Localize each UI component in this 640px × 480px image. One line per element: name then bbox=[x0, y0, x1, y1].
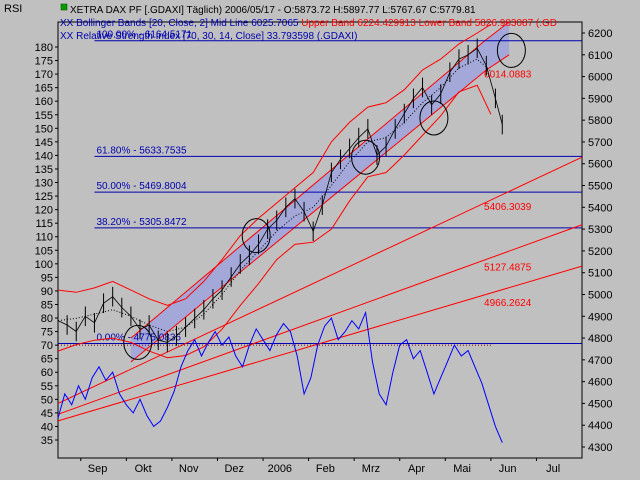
rsi-tick-label-28: 40 bbox=[41, 421, 53, 433]
rsi-tick-label-11: 125 bbox=[35, 191, 53, 203]
price-tick-label-0: 6200 bbox=[588, 28, 612, 40]
price-tick-label-13: 4900 bbox=[588, 311, 612, 323]
price-tick-label-14: 4800 bbox=[588, 333, 612, 345]
price-tick-label-1: 6100 bbox=[588, 50, 612, 62]
header-line-2-red: Upper Band 6224.429913 Lower Band 5826.9… bbox=[301, 18, 557, 29]
price-tick-label-7: 5500 bbox=[588, 181, 612, 193]
rsi-tick-label-8: 140 bbox=[35, 150, 53, 162]
header-line-1: XETRA DAX PF [.GDAXI] Täglich) 2006/05/1… bbox=[70, 5, 476, 16]
price-tick-label-17: 4500 bbox=[588, 398, 612, 410]
header-line-2: XX Bollinger Bands [20, Close, 2] Mid Li… bbox=[60, 18, 557, 29]
highlight-circle-1 bbox=[241, 218, 271, 254]
rsi-line bbox=[57, 310, 503, 443]
price-tick-label-8: 5400 bbox=[588, 202, 612, 214]
chart-header: XETRA DAX PF [.GDAXI] Täglich) 2006/05/1… bbox=[60, 3, 557, 42]
plot-frame bbox=[57, 21, 583, 459]
rsi-tick-label-23: 65 bbox=[41, 354, 53, 366]
rsi-tick-label-16: 100 bbox=[35, 259, 53, 271]
time-tick-label-3: Dez bbox=[224, 463, 244, 475]
rsi-tick-label-3: 165 bbox=[35, 83, 53, 95]
rsi-tick-label-1: 175 bbox=[35, 56, 53, 68]
price-tick-label-2: 6000 bbox=[588, 72, 612, 84]
time-tick-label-4: 2006 bbox=[268, 463, 292, 475]
price-tick-label-4: 5800 bbox=[588, 115, 612, 127]
fibonacci-label-0: 100.00% - 6164.5171 bbox=[96, 30, 192, 41]
trendline-1 bbox=[57, 224, 583, 415]
fibonacci-label-2: 50.00% - 5469.8004 bbox=[96, 181, 187, 192]
rsi-tick-label-10: 130 bbox=[35, 178, 53, 190]
plot-area: 100.00% - 6164.5171 61.80% - 5633.7535 50.… bbox=[57, 21, 583, 459]
price-tick-label-5: 5700 bbox=[588, 137, 612, 149]
rsi-tick-label-12: 120 bbox=[35, 205, 53, 217]
rsi-tick-label-26: 50 bbox=[41, 394, 53, 406]
rsi-tick-label-7: 145 bbox=[35, 137, 53, 149]
trendline-label-2: 5127.4875 bbox=[484, 263, 532, 274]
bollinger-lower-line bbox=[57, 84, 492, 359]
time-tick-label-6: Mrz bbox=[362, 463, 380, 475]
price-tick-label-18: 4400 bbox=[588, 420, 612, 432]
time-tick-label-8: Mai bbox=[453, 463, 471, 475]
price-tick-label-3: 5900 bbox=[588, 93, 612, 105]
rsi-tick-label-25: 55 bbox=[41, 381, 53, 393]
rsi-tick-label-13: 115 bbox=[35, 218, 53, 230]
rsi-tick-label-19: 85 bbox=[41, 299, 53, 311]
fibonacci-label-4: 0.00% - 4775.0836 bbox=[96, 332, 181, 343]
price-tick-label-16: 4600 bbox=[588, 377, 612, 389]
highlight-circle-4 bbox=[496, 32, 526, 68]
rsi-tick-label-4: 160 bbox=[35, 96, 53, 108]
trendline-label-3: 4966.2624 bbox=[484, 298, 532, 309]
rsi-tick-label-0: 180 bbox=[35, 42, 53, 54]
trendline-label-1: 5406.3039 bbox=[484, 202, 532, 213]
rsi-tick-label-24: 60 bbox=[41, 367, 53, 379]
bollinger-upper-line bbox=[57, 23, 492, 306]
price-tick-label-9: 5300 bbox=[588, 224, 612, 236]
time-tick-label-1: Okt bbox=[135, 463, 152, 475]
time-tick-label-2: Nov bbox=[179, 463, 199, 475]
corner-label: RSI bbox=[4, 3, 22, 15]
rsi-tick-label-20: 80 bbox=[41, 313, 53, 325]
trendline-2 bbox=[57, 265, 583, 422]
rsi-tick-label-21: 75 bbox=[41, 327, 53, 339]
rsi-tick-label-17: 95 bbox=[41, 272, 53, 284]
time-tick-label-10: Jul bbox=[546, 463, 560, 475]
highlight-circle-3 bbox=[419, 100, 449, 136]
legend-swatch-price bbox=[60, 3, 68, 11]
price-axis: 6200 6100 6000 5900 5800 5700 5600 5500 5400 5300… bbox=[582, 28, 612, 454]
highlight-circle-2 bbox=[351, 139, 381, 175]
price-tick-label-15: 4700 bbox=[588, 355, 612, 367]
rsi-tick-label-27: 45 bbox=[41, 408, 53, 420]
price-tick-label-19: 4300 bbox=[588, 442, 612, 454]
time-tick-label-9: Jun bbox=[499, 463, 517, 475]
highlight-circle-0 bbox=[123, 324, 153, 360]
rsi-tick-label-2: 170 bbox=[35, 69, 53, 81]
price-tick-label-6: 5600 bbox=[588, 159, 612, 171]
rsi-axis: 1801751701651601551501451401351301251201… bbox=[35, 42, 58, 447]
rsi-tick-label-15: 105 bbox=[35, 245, 53, 257]
trendline-label-0: 6014.0883 bbox=[484, 70, 532, 81]
rsi-tick-label-29: 35 bbox=[41, 435, 53, 447]
header-line-3: XX Relative Strength Index [70, 30, 14, … bbox=[60, 31, 357, 42]
time-tick-label-5: Feb bbox=[316, 463, 335, 475]
trendline-0 bbox=[57, 156, 583, 404]
time-axis: Sep Okt Nov Dez 2006 Feb Mrz Apr Mai Jun Jul bbox=[80, 458, 560, 475]
fibonacci-label-1: 61.80% - 5633.7535 bbox=[96, 145, 187, 156]
rsi-tick-label-14: 110 bbox=[35, 232, 53, 244]
rsi-tick-label-9: 135 bbox=[35, 164, 53, 176]
rsi-tick-label-6: 150 bbox=[35, 123, 53, 135]
time-tick-label-0: Sep bbox=[88, 463, 108, 475]
rsi-tick-label-18: 90 bbox=[41, 286, 53, 298]
time-tick-label-7: Apr bbox=[408, 463, 425, 475]
price-tick-label-12: 5000 bbox=[588, 289, 612, 301]
price-tick-label-10: 5200 bbox=[588, 246, 612, 258]
header-line-2-prefix: XX Bollinger Bands [20, Close, 2] Mid Li… bbox=[60, 18, 301, 29]
fibonacci-label-3: 38.20% - 5305.8472 bbox=[96, 217, 187, 228]
price-tick-label-11: 5100 bbox=[588, 268, 612, 280]
rsi-tick-label-5: 155 bbox=[35, 110, 53, 122]
rsi-tick-label-22: 70 bbox=[41, 340, 53, 352]
trend-channel-upper bbox=[130, 21, 510, 339]
